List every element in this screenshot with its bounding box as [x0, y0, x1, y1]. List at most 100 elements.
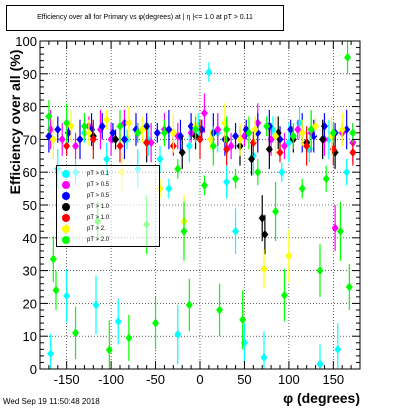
- data-point: [223, 125, 231, 135]
- data-point: [85, 128, 93, 138]
- data-point: [289, 131, 297, 141]
- data-point: [109, 128, 117, 138]
- data-point: [272, 207, 280, 217]
- y-tick-label: 10: [23, 329, 37, 344]
- data-point: [207, 134, 215, 144]
- data-point: [223, 144, 231, 154]
- data-point: [80, 121, 88, 131]
- legend-label: pT > 2.0: [87, 237, 110, 243]
- x-tick-label: 50: [237, 372, 251, 387]
- data-point: [239, 315, 247, 325]
- data-point: [116, 121, 124, 131]
- x-tick-label: 0: [196, 372, 203, 387]
- data-point: [192, 125, 200, 135]
- date-stamp: Wed Sep 19 11:50:48 2018: [3, 397, 100, 406]
- legend-entry: pT > 0.5: [57, 180, 161, 190]
- data-point: [280, 290, 288, 300]
- data-point: [345, 282, 353, 292]
- data-point: [329, 128, 337, 138]
- data-point: [72, 141, 80, 151]
- data-point: [316, 266, 324, 276]
- legend-label: pT > 0.5: [87, 193, 110, 199]
- data-point: [216, 305, 224, 315]
- data-point: [236, 134, 244, 144]
- y-tick-label: 0: [30, 362, 37, 377]
- data-point: [196, 134, 204, 144]
- legend: pT > 0.1 pT > 0.5 pT > 0.5 pT > 1.0 pT > 1.0…: [56, 165, 160, 247]
- data-point: [205, 67, 213, 77]
- data-point: [160, 128, 168, 138]
- data-point: [63, 291, 71, 301]
- data-point: [174, 330, 182, 340]
- x-tick-label: 100: [278, 372, 300, 387]
- data-point: [232, 226, 240, 236]
- data-point: [338, 125, 346, 135]
- data-point: [307, 125, 315, 135]
- data-point: [116, 141, 124, 151]
- data-point: [153, 128, 161, 138]
- y-tick-label: 40: [23, 231, 37, 246]
- data-point: [322, 174, 330, 184]
- data-point: [260, 264, 268, 274]
- x-axis-label: φ (degrees): [283, 390, 360, 406]
- data-point: [240, 338, 248, 348]
- x-tick-label: 150: [322, 372, 344, 387]
- data-point: [251, 125, 259, 135]
- data-point: [156, 154, 164, 164]
- x-tick-label: -100: [98, 372, 124, 387]
- data-point: [49, 254, 57, 264]
- data-point: [92, 300, 100, 310]
- data-point: [178, 148, 186, 158]
- data-point: [336, 226, 344, 236]
- data-point: [248, 154, 256, 164]
- data-point: [105, 345, 113, 355]
- grid-layer: [40, 40, 360, 370]
- data-point: [298, 128, 306, 138]
- data-point: [54, 125, 62, 135]
- data-point: [103, 154, 111, 164]
- data-point: [169, 128, 177, 138]
- data-point: [152, 318, 160, 328]
- legend-marker-icon: [62, 181, 70, 189]
- data-point: [180, 226, 188, 236]
- data-point: [120, 134, 128, 144]
- data-point: [185, 300, 193, 310]
- data-point: [72, 328, 80, 338]
- data-point: [112, 134, 120, 144]
- data-point: [278, 167, 286, 177]
- data-point: [89, 134, 97, 144]
- data-point: [344, 52, 352, 62]
- legend-label: pT > 1.0: [87, 204, 110, 210]
- data-point: [185, 141, 193, 151]
- chart-title: Efficiency over all for Primary vs φ(deg…: [6, 5, 284, 31]
- data-point: [260, 353, 268, 363]
- data-point: [232, 174, 240, 184]
- legend-marker-icon: [62, 214, 70, 222]
- data-point: [125, 333, 133, 343]
- data-point: [319, 134, 327, 144]
- legend-marker-icon: [62, 192, 70, 200]
- data-point: [343, 125, 351, 135]
- data-point: [276, 148, 284, 158]
- legend-entry: pT > 1.0: [57, 202, 161, 212]
- points-layer: [45, 41, 357, 369]
- data-point: [265, 144, 273, 154]
- legend-label: pT > 0.5: [87, 182, 110, 188]
- data-point: [249, 138, 257, 148]
- data-point: [49, 134, 57, 144]
- y-axis-label: Efficiency over all (%): [7, 50, 23, 195]
- data-point: [114, 316, 122, 326]
- data-point: [103, 115, 111, 125]
- legend-marker-icon: [62, 236, 70, 244]
- legend-entry: pT > 2.0: [57, 235, 161, 245]
- y-tick-label: 50: [23, 198, 37, 213]
- data-point: [200, 180, 208, 190]
- data-point: [98, 121, 106, 131]
- data-point: [52, 285, 60, 295]
- data-point: [200, 108, 208, 118]
- data-point: [298, 184, 306, 194]
- data-point: [147, 138, 155, 148]
- x-tick-label: -50: [146, 372, 165, 387]
- y-tick-label: 90: [23, 67, 37, 82]
- data-point: [349, 128, 357, 138]
